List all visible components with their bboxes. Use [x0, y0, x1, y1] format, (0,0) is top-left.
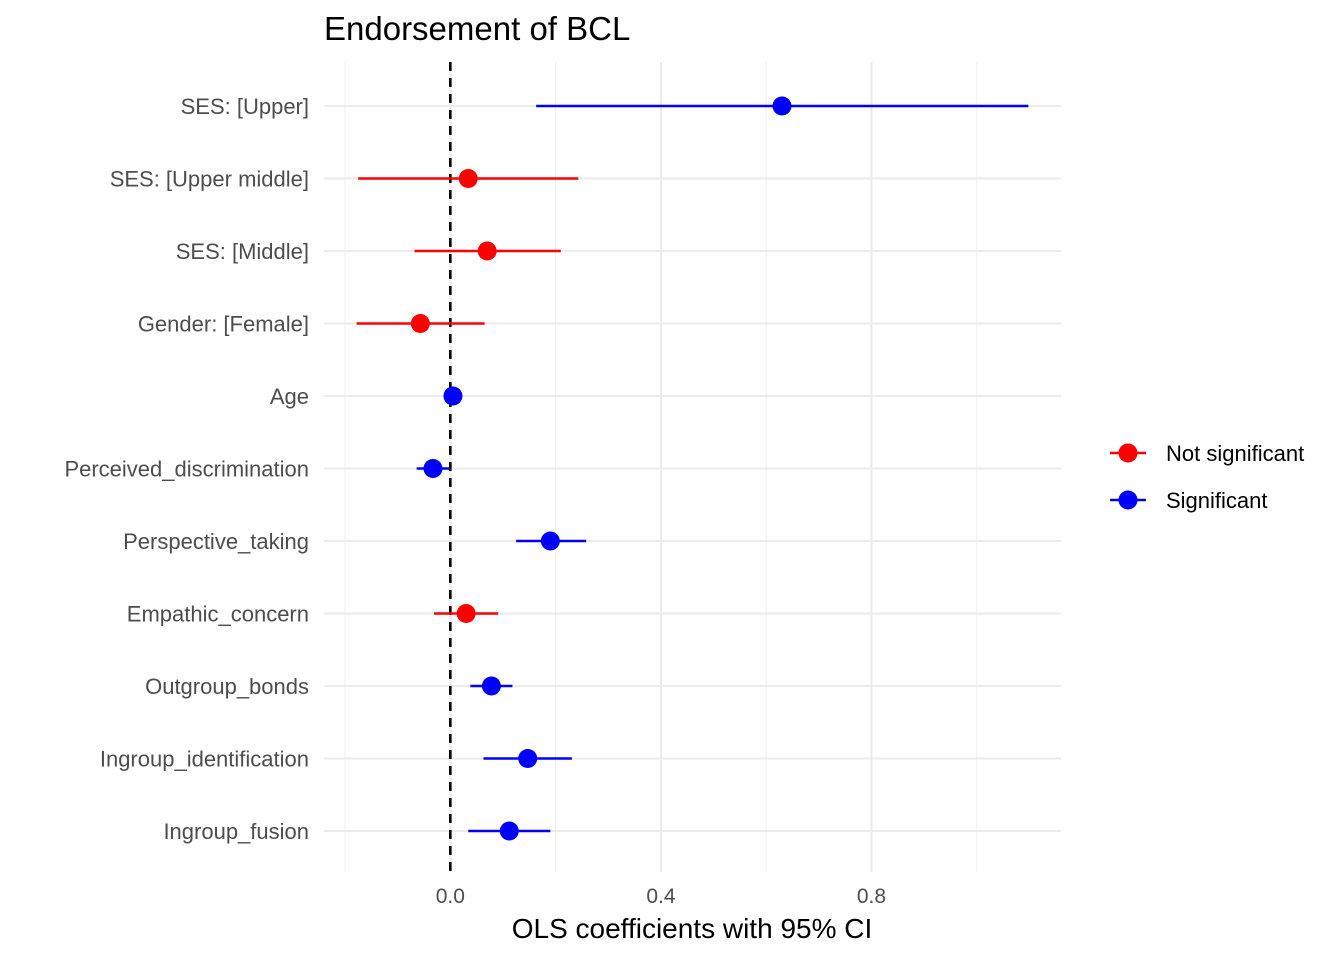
y-tick-label-8: Outgroup_bonds	[145, 674, 309, 699]
y-tick-label-6: Perspective_taking	[123, 529, 309, 554]
x-tick-label-1: 0.4	[646, 885, 676, 908]
y-tick-label-0: SES: [Upper]	[181, 94, 309, 119]
x-tick-label-2: 0.8	[857, 885, 886, 908]
y-tick-label-5: Perceived_discrimination	[64, 457, 309, 482]
estimate-point-0	[772, 96, 792, 116]
estimate-point-7	[456, 604, 476, 623]
x-tick-label-0: 0.0	[436, 885, 465, 908]
y-tick-label-4: Age	[270, 384, 309, 409]
y-tick-label-1: SES: [Upper middle]	[110, 167, 309, 192]
chart-title: Endorsement of BCL	[324, 10, 630, 47]
estimate-point-5	[423, 459, 443, 478]
estimate-point-10	[499, 821, 519, 841]
y-tick-label-7: Empathic_concern	[127, 602, 309, 627]
estimate-point-4	[443, 386, 463, 406]
estimate-point-3	[410, 314, 430, 333]
estimate-point-8	[481, 676, 501, 696]
legend: Not significant Significant	[1110, 441, 1304, 513]
x-axis-label: OLS coefficients with 95% CI	[512, 913, 873, 944]
estimate-point-9	[518, 749, 538, 768]
legend-label-1: Significant	[1166, 488, 1268, 513]
y-tick-label-3: Gender: [Female]	[138, 312, 309, 337]
estimate-point-2	[477, 241, 497, 261]
y-tick-labels: SES: [Upper] SES: [Upper middle] SES: [Mid…	[64, 94, 309, 844]
y-tick-label-2: SES: [Middle]	[176, 239, 309, 264]
estimate-point-1	[458, 169, 478, 188]
y-tick-label-9: Ingroup_identification	[100, 747, 309, 772]
legend-label-0: Not significant	[1166, 441, 1304, 466]
y-tick-label-10: Ingroup_fusion	[163, 819, 309, 844]
x-tick-labels: 0.0 0.4 0.8	[436, 885, 886, 908]
minor-gridlines	[344, 62, 978, 872]
estimate-point-6	[540, 531, 560, 551]
legend-marker-1	[1118, 490, 1138, 510]
estimate-points	[410, 96, 792, 841]
legend-marker-0	[1118, 443, 1138, 463]
